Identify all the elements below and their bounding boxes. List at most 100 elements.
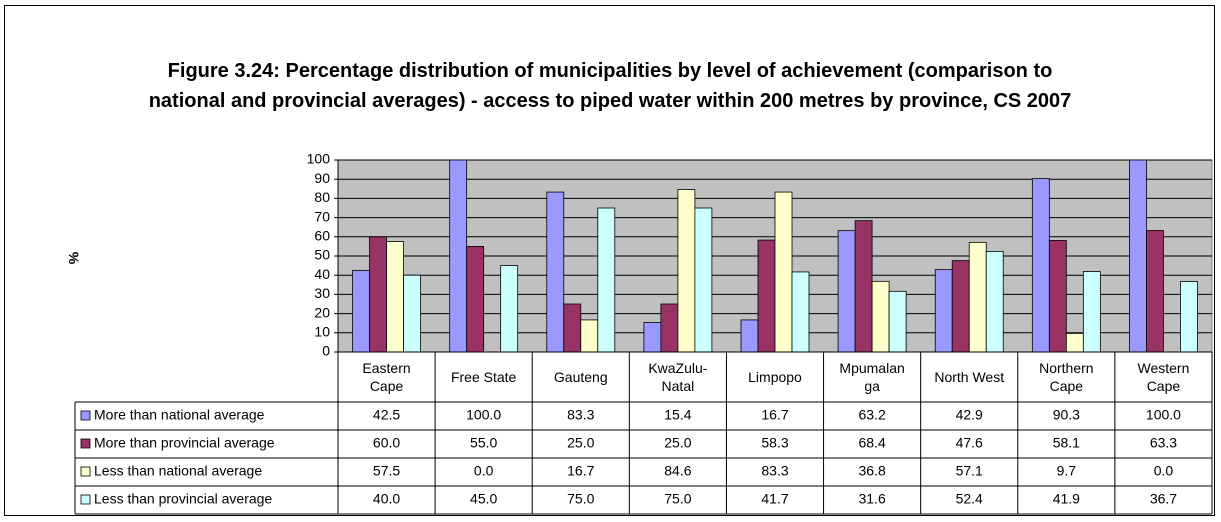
bar <box>546 191 565 353</box>
table-value: 40.0 <box>373 491 400 507</box>
bar <box>1129 159 1147 353</box>
table-value: 15.4 <box>664 407 691 423</box>
table-value: 0.0 <box>474 463 494 479</box>
bar <box>968 241 987 353</box>
table-value: 100.0 <box>466 407 501 423</box>
table-value: 84.6 <box>664 463 691 479</box>
bar <box>757 239 776 353</box>
legend-key <box>80 494 91 505</box>
table-value: 45.0 <box>470 491 497 507</box>
table-value: 52.4 <box>956 491 983 507</box>
table-value: 75.0 <box>567 491 594 507</box>
x-tick-label: Free State <box>450 369 517 385</box>
table-value: 75.0 <box>664 491 691 507</box>
y-tick-label: 20 <box>314 304 330 320</box>
legend-label: Less than provincial average <box>94 491 272 507</box>
y-tick-label: 80 <box>314 189 330 205</box>
bar <box>888 290 907 353</box>
bar <box>677 189 696 353</box>
bar <box>580 319 599 353</box>
bar <box>1146 230 1164 353</box>
table-value: 68.4 <box>858 435 885 451</box>
table-value: 16.7 <box>567 463 594 479</box>
bar <box>563 303 582 353</box>
table-value: 63.3 <box>1150 435 1177 451</box>
y-tick-label: 30 <box>314 285 330 301</box>
bar <box>1065 332 1084 353</box>
x-tick-label: Eastern Cape <box>362 360 411 394</box>
legend-label: Less than national average <box>94 463 262 479</box>
x-tick-label: North West <box>934 369 1005 385</box>
bar <box>774 191 793 353</box>
bar <box>597 207 616 353</box>
table-value: 83.3 <box>567 407 594 423</box>
table-value: 90.3 <box>1053 407 1080 423</box>
table-value: 25.0 <box>567 435 594 451</box>
table-value: 58.1 <box>1053 435 1080 451</box>
table-value: 63.2 <box>858 407 885 423</box>
table-value: 58.3 <box>761 435 788 451</box>
bar <box>871 280 890 353</box>
table-value: 25.0 <box>664 435 691 451</box>
y-tick-label: 0 <box>322 343 330 359</box>
bar <box>660 303 679 353</box>
bar <box>643 322 662 353</box>
table-value: 36.7 <box>1150 491 1177 507</box>
bar <box>1082 271 1101 353</box>
table-value: 16.7 <box>761 407 788 423</box>
y-tick-label: 70 <box>314 208 330 224</box>
table-value: 83.3 <box>761 463 788 479</box>
table-value: 31.6 <box>858 491 885 507</box>
bar <box>791 271 810 353</box>
y-tick-label: 50 <box>314 247 330 263</box>
bar <box>740 319 759 353</box>
legend-key <box>80 466 91 477</box>
y-axis-label: % <box>66 251 82 264</box>
table-value: 57.5 <box>373 463 400 479</box>
bar <box>500 265 519 353</box>
legend-key <box>80 438 91 449</box>
bar <box>1048 240 1067 353</box>
x-tick-label: Northern Cape <box>1039 360 1094 394</box>
bar <box>837 230 856 353</box>
bar <box>449 159 468 353</box>
table-value: 41.7 <box>761 491 788 507</box>
y-tick-label: 90 <box>314 170 330 186</box>
x-tick-label: Mpumalanga <box>839 360 905 394</box>
x-tick-label: Gauteng <box>553 369 608 385</box>
legend-label: More than national average <box>94 407 265 423</box>
legend-label: More than provincial average <box>94 435 275 451</box>
bar <box>466 245 485 353</box>
chart-title: Figure 3.24: Percentage distribution of … <box>148 60 1072 112</box>
bar <box>694 207 713 353</box>
bar <box>369 236 387 353</box>
y-tick-label: 10 <box>314 324 330 340</box>
table-value: 100.0 <box>1146 407 1181 423</box>
x-tick-label: Limpopo <box>748 369 802 385</box>
bar <box>1031 178 1050 353</box>
bar <box>352 269 370 353</box>
bar <box>854 220 873 353</box>
table-value: 60.0 <box>373 435 400 451</box>
bar <box>403 274 421 353</box>
y-tick-label: 40 <box>314 266 330 282</box>
y-tick-label: 100 <box>307 151 331 167</box>
chart-frame <box>4 5 1215 516</box>
y-tick-label: 60 <box>314 228 330 244</box>
table-value: 36.8 <box>858 463 885 479</box>
bar <box>1180 281 1198 353</box>
legend-key <box>80 410 91 421</box>
bar <box>386 241 404 353</box>
table-value: 47.6 <box>956 435 983 451</box>
table-value: 55.0 <box>470 435 497 451</box>
table-value: 42.9 <box>956 407 983 423</box>
bar <box>934 269 953 353</box>
bar <box>985 250 1004 353</box>
table-value: 42.5 <box>373 407 400 423</box>
x-tick-label: KwaZulu-Natal <box>648 360 708 394</box>
table-value: 57.1 <box>956 463 983 479</box>
table-value: 9.7 <box>1057 463 1077 479</box>
table-value: 41.9 <box>1053 491 1080 507</box>
